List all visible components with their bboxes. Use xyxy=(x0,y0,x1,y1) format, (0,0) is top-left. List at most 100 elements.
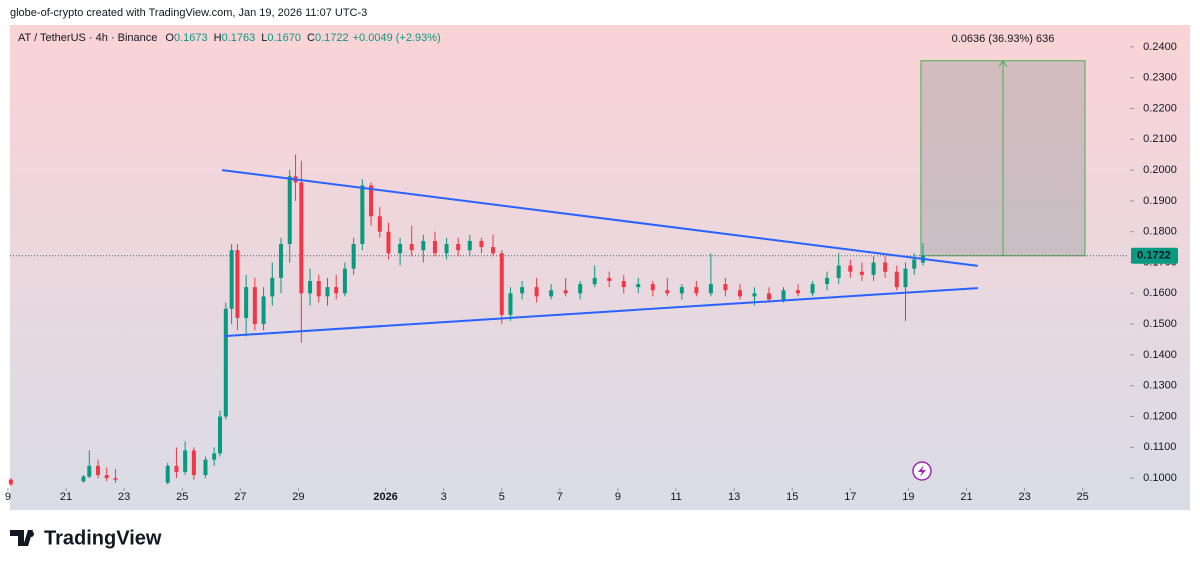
candle-body xyxy=(360,185,365,245)
candle-body xyxy=(113,478,118,480)
candle-body xyxy=(592,277,597,285)
y-tick-label: 0.1500 xyxy=(1143,318,1177,330)
candle-body xyxy=(421,240,426,251)
x-tick-label: 15 xyxy=(786,491,798,503)
y-tick-label: 0.2300 xyxy=(1143,72,1177,84)
candle-body xyxy=(607,277,612,281)
candle-body xyxy=(261,296,266,325)
candle-body xyxy=(621,280,626,288)
legend-value: 0.1670 xyxy=(267,32,301,44)
candle-body xyxy=(520,287,525,294)
legend-key: H xyxy=(214,32,222,44)
credit: globe-of-crypto created with TradingView… xyxy=(10,7,367,19)
x-tick-label: 27 xyxy=(234,491,246,503)
last-price-box xyxy=(1131,247,1178,264)
candle-body xyxy=(223,308,228,417)
candle-body xyxy=(912,259,917,269)
x-tick-label: 13 xyxy=(728,491,740,503)
x-tick-label: 29 xyxy=(292,491,304,503)
candle-body xyxy=(432,240,437,254)
candle-body xyxy=(325,287,330,297)
candle-body xyxy=(342,268,347,294)
y-tick-label: 0.1000 xyxy=(1143,472,1177,484)
candle-body xyxy=(737,290,742,297)
trendline xyxy=(224,287,978,338)
candle-body xyxy=(534,287,539,297)
x-tick-label: 19 xyxy=(902,491,914,503)
measure-arrow xyxy=(998,59,1008,256)
x-tick-label: 5 xyxy=(499,491,505,503)
candle-body xyxy=(409,244,414,251)
candle-body xyxy=(287,176,292,245)
y-tick-label: 0.1900 xyxy=(1143,195,1177,207)
legend-key: O xyxy=(165,32,174,44)
candle-body xyxy=(165,465,170,483)
x-tick-label: 9 xyxy=(615,491,621,503)
x-tick-label: 7 xyxy=(557,491,563,503)
candle-body xyxy=(665,290,670,294)
x-tick-label: 9 xyxy=(5,491,11,503)
chart-background xyxy=(10,25,1190,510)
candle-body xyxy=(883,262,888,272)
candle-body xyxy=(825,277,830,285)
candle-body xyxy=(270,277,275,297)
candle-body xyxy=(279,244,284,278)
candle-body xyxy=(203,459,208,476)
candle-body xyxy=(229,250,234,309)
x-tick-label: 25 xyxy=(1077,491,1089,503)
x-tick-label: 3 xyxy=(441,491,447,503)
candle-body xyxy=(491,247,496,254)
candle-body xyxy=(508,293,513,315)
legend-value: 0.1722 xyxy=(315,32,349,44)
candle-body xyxy=(334,287,339,294)
legend-key: C xyxy=(307,32,315,44)
candle-body xyxy=(316,280,321,297)
candle-body xyxy=(104,475,109,479)
candle-body xyxy=(871,262,876,275)
x-tick-label: 21 xyxy=(60,491,72,503)
candle-body xyxy=(183,450,188,472)
candle-body xyxy=(578,284,583,294)
candle-body xyxy=(212,453,217,460)
y-tick-label: 0.1600 xyxy=(1143,287,1177,299)
tradingview-logo xyxy=(10,530,34,546)
candle-body xyxy=(694,287,699,294)
candle-body xyxy=(708,284,713,294)
candle-body xyxy=(679,287,684,294)
candle-body xyxy=(894,271,899,288)
legend-value: 0.1763 xyxy=(222,32,256,44)
x-tick-label: 11 xyxy=(670,491,681,503)
candle-body xyxy=(766,293,771,300)
candle-body xyxy=(351,244,356,269)
trendline xyxy=(221,169,978,267)
candle-body xyxy=(796,290,801,294)
candle-body xyxy=(377,216,382,232)
candle-body xyxy=(549,290,554,297)
legend: AT / TetherUS · 4h · Binance O0.1673 H0.17… xyxy=(18,32,441,44)
x-tick-label: 23 xyxy=(1018,491,1030,503)
y-tick-label: 0.1800 xyxy=(1143,226,1177,238)
measure-label: 0.0636 (36.93%) 636 xyxy=(952,33,1055,45)
event-icon[interactable] xyxy=(912,461,932,481)
x-tick-label: 2026 xyxy=(373,491,397,503)
x-tick-label: 17 xyxy=(844,491,856,503)
candle-body xyxy=(836,265,841,278)
x-tick-label: 23 xyxy=(118,491,130,503)
candle-body xyxy=(398,244,403,254)
y-tick-label: 0.2200 xyxy=(1143,102,1177,114)
last-price-label: 0.1722 xyxy=(1137,250,1171,262)
y-tick-label: 0.1300 xyxy=(1143,380,1177,392)
legend-change: +0.0049 (+2.93%) xyxy=(353,32,441,44)
candle-body xyxy=(723,284,728,291)
candle-body xyxy=(369,185,374,217)
candle-body xyxy=(8,479,13,485)
candle-body xyxy=(299,182,304,294)
candle-body xyxy=(235,250,240,318)
y-tick-label: 0.2000 xyxy=(1143,164,1177,176)
candle-body xyxy=(191,450,196,476)
candle-body xyxy=(848,265,853,272)
candle-body xyxy=(752,293,757,297)
candle-body xyxy=(650,284,655,291)
candle-body xyxy=(499,253,504,315)
